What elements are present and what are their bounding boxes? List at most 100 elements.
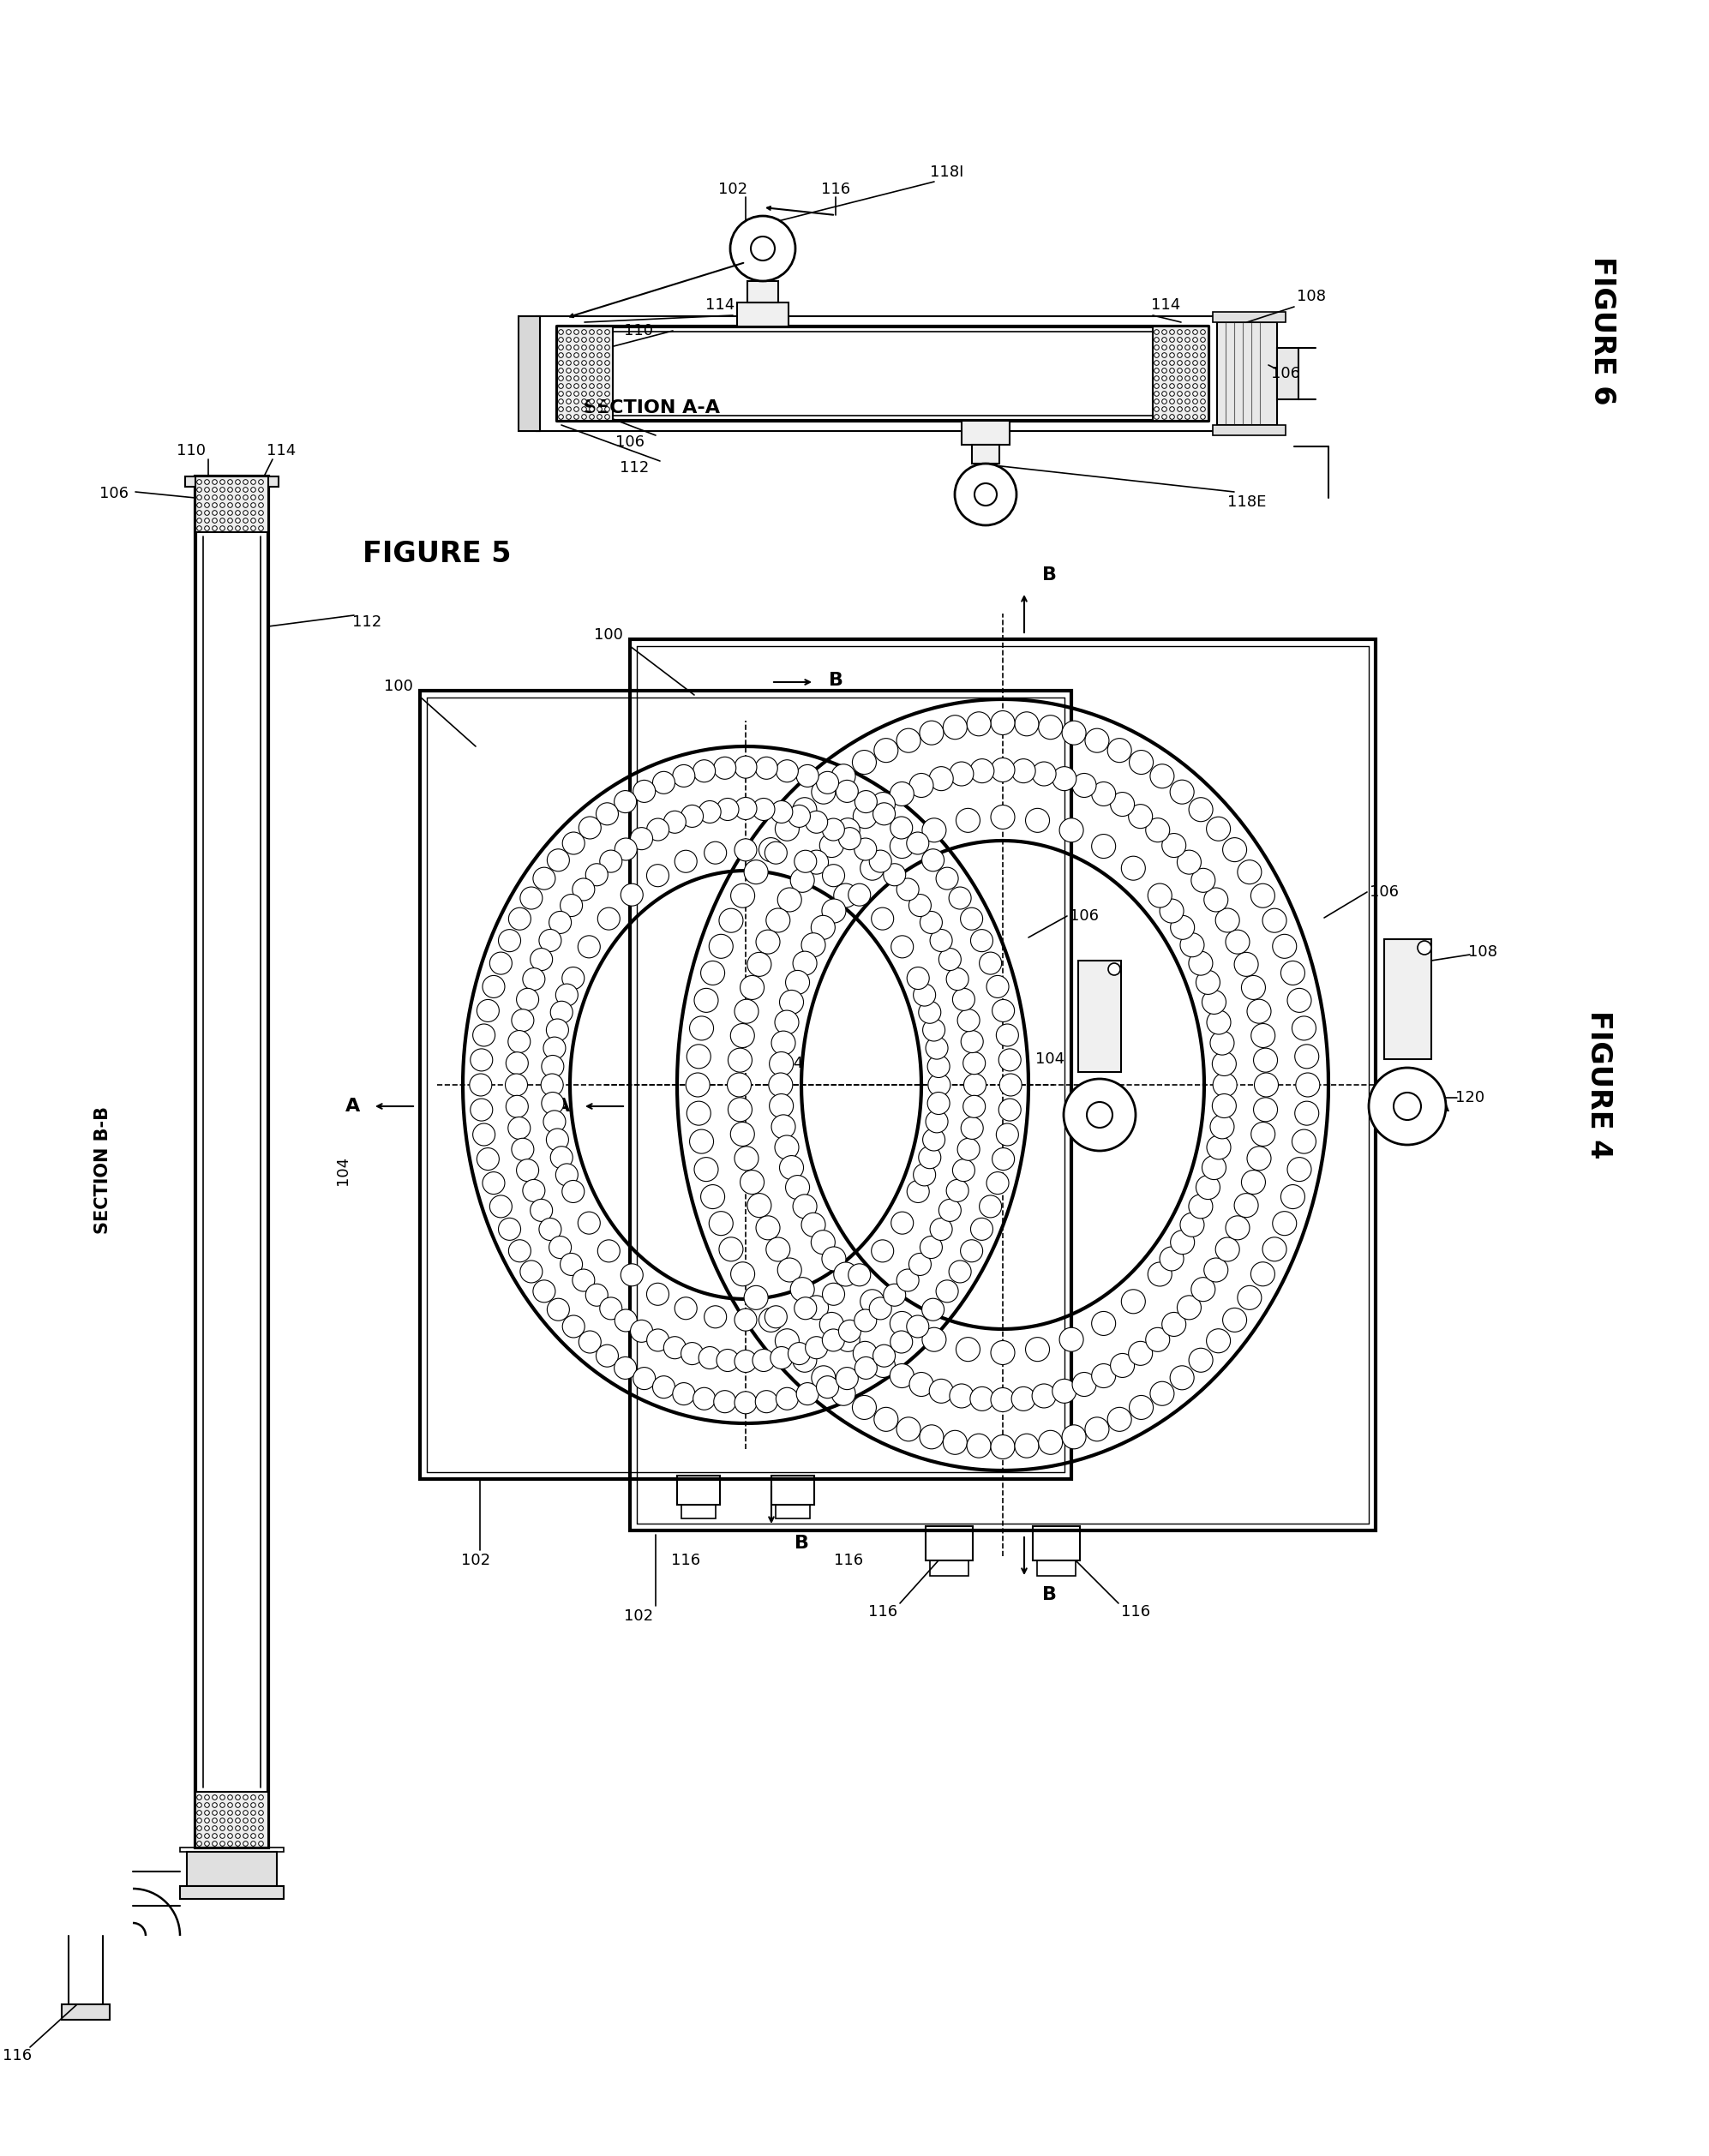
Circle shape — [1241, 975, 1265, 1000]
Circle shape — [197, 1833, 202, 1839]
Circle shape — [243, 526, 248, 530]
Circle shape — [1162, 392, 1167, 397]
Circle shape — [788, 1343, 810, 1365]
Circle shape — [993, 1000, 1015, 1022]
Text: B: B — [795, 1535, 808, 1552]
Circle shape — [605, 345, 610, 349]
Circle shape — [1085, 729, 1109, 752]
Circle shape — [805, 849, 829, 873]
Circle shape — [258, 487, 263, 492]
Circle shape — [236, 1796, 241, 1800]
Circle shape — [549, 1235, 571, 1259]
Circle shape — [547, 1128, 569, 1151]
Circle shape — [1184, 392, 1189, 397]
Circle shape — [1292, 1130, 1316, 1153]
Circle shape — [550, 1147, 573, 1169]
Text: 102: 102 — [461, 1552, 490, 1567]
Circle shape — [205, 1796, 210, 1800]
Circle shape — [884, 1283, 906, 1307]
Circle shape — [573, 1270, 595, 1291]
Circle shape — [747, 1194, 771, 1218]
Bar — [771, 1475, 813, 1505]
Circle shape — [559, 345, 564, 349]
Circle shape — [839, 828, 861, 849]
Bar — [179, 1848, 284, 1852]
Circle shape — [581, 360, 586, 364]
Circle shape — [1039, 1429, 1063, 1455]
Circle shape — [1184, 384, 1189, 388]
Circle shape — [227, 517, 232, 524]
Circle shape — [919, 1425, 943, 1449]
Text: 104: 104 — [335, 1156, 350, 1186]
Circle shape — [1032, 761, 1056, 785]
Circle shape — [197, 511, 202, 515]
Circle shape — [590, 336, 595, 343]
Circle shape — [907, 1179, 930, 1203]
Circle shape — [1210, 1031, 1234, 1054]
Circle shape — [243, 502, 248, 507]
Circle shape — [755, 757, 778, 778]
Circle shape — [574, 399, 579, 403]
Circle shape — [1053, 1380, 1077, 1404]
Circle shape — [1193, 375, 1198, 382]
Circle shape — [779, 1156, 803, 1179]
Circle shape — [964, 1074, 986, 1095]
Circle shape — [586, 865, 608, 886]
Circle shape — [212, 517, 217, 524]
Text: 104: 104 — [1036, 1052, 1065, 1067]
Text: A: A — [345, 1097, 361, 1115]
Circle shape — [220, 479, 226, 485]
Circle shape — [258, 1833, 263, 1839]
Circle shape — [605, 360, 610, 364]
Circle shape — [913, 983, 935, 1007]
Circle shape — [1201, 990, 1225, 1013]
Circle shape — [559, 407, 564, 412]
Circle shape — [740, 975, 764, 1000]
Circle shape — [205, 1826, 210, 1830]
Circle shape — [605, 414, 610, 418]
Bar — [62, 2005, 109, 2020]
Circle shape — [1154, 369, 1159, 373]
Circle shape — [860, 856, 884, 880]
Circle shape — [227, 502, 232, 507]
Circle shape — [937, 867, 959, 890]
Circle shape — [1162, 407, 1167, 412]
Circle shape — [212, 1841, 217, 1846]
Circle shape — [197, 526, 202, 530]
Circle shape — [1178, 345, 1183, 349]
Circle shape — [197, 487, 202, 492]
Circle shape — [822, 1328, 844, 1352]
Circle shape — [581, 392, 586, 397]
Circle shape — [771, 1115, 795, 1138]
Circle shape — [1201, 1156, 1225, 1179]
Bar — [195, 476, 268, 533]
Circle shape — [822, 899, 846, 923]
Circle shape — [1203, 888, 1229, 912]
Circle shape — [890, 1311, 914, 1335]
Circle shape — [508, 1031, 530, 1052]
Circle shape — [1092, 1311, 1116, 1335]
Circle shape — [212, 1826, 217, 1830]
Circle shape — [236, 1841, 241, 1846]
Circle shape — [786, 1175, 810, 1199]
Circle shape — [205, 479, 210, 485]
Circle shape — [1200, 354, 1205, 358]
Circle shape — [759, 1309, 783, 1332]
Circle shape — [834, 884, 858, 908]
Circle shape — [930, 929, 952, 951]
Circle shape — [559, 354, 564, 358]
Circle shape — [197, 1818, 202, 1824]
Circle shape — [615, 839, 637, 860]
Circle shape — [258, 1841, 263, 1846]
Circle shape — [955, 808, 979, 832]
Circle shape — [1215, 1238, 1239, 1261]
Circle shape — [559, 414, 564, 418]
Circle shape — [779, 990, 803, 1013]
Circle shape — [1015, 711, 1039, 735]
Circle shape — [559, 384, 564, 388]
Circle shape — [220, 1818, 226, 1824]
Circle shape — [1148, 1261, 1172, 1287]
Circle shape — [971, 1386, 995, 1410]
Circle shape — [1207, 1136, 1230, 1160]
Circle shape — [1417, 940, 1432, 955]
